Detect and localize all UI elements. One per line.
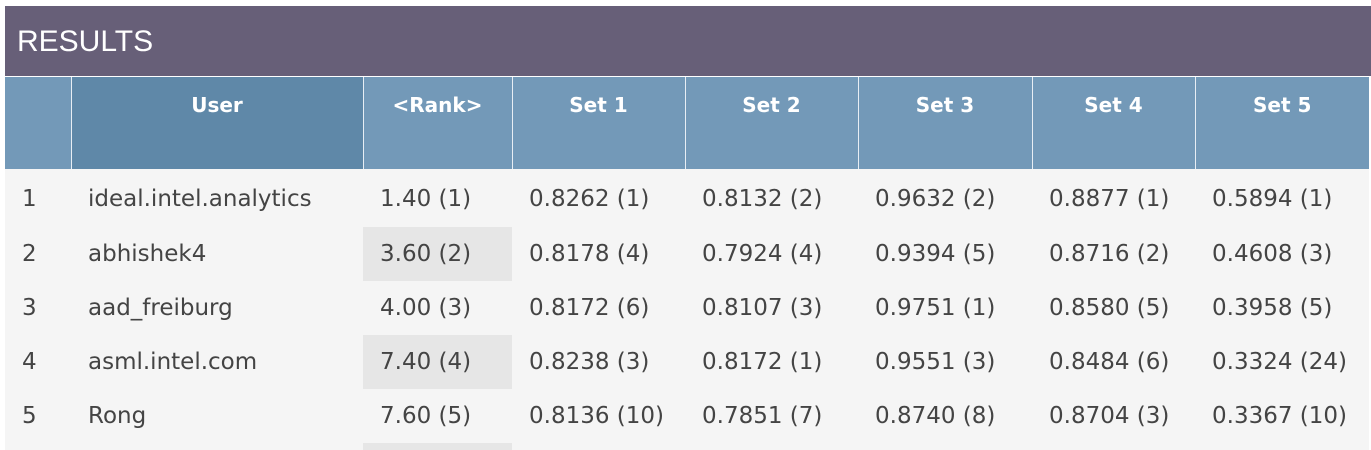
- table-cell: 0.3958 (5): [1212, 295, 1333, 321]
- column-header: Set 2: [684, 77, 858, 170]
- table-cell: 3: [22, 295, 37, 321]
- empty-cell: [685, 443, 858, 450]
- table-cell: 0.8238 (3): [529, 349, 650, 375]
- table-row: 5 Rong 7.60 (5) 0.8136 (10) 0.7851 (7) 0.8740…: [5, 389, 1369, 443]
- table-row: 3 aad_freiburg 4.00 (3) 0.8172 (6) 0.8107 (3…: [5, 281, 1369, 335]
- table-cell: 1: [5, 168, 71, 227]
- table-row: 4 asml.intel.com 7.40 (4) 0.8238 (3) 0.8172 …: [5, 335, 1369, 389]
- table-cell: 1.40 (1): [363, 168, 512, 227]
- table-row: 2 abhishek4 3.60 (2) 0.8178 (4) 0.7924 (4) 0.…: [5, 227, 1369, 281]
- empty-cell: [1195, 443, 1369, 450]
- table-cell: 0.8704 (3): [1049, 403, 1170, 429]
- table-cell: ideal.intel.analytics: [71, 168, 363, 227]
- table-cell: 0.8132 (2): [685, 168, 858, 227]
- table-cell: 7.40 (4): [363, 335, 512, 389]
- results-table: User <Rank> Set 1 Set 2 Set 3 Set 4 Set 5 1 ide…: [5, 77, 1369, 450]
- table-cell: aad_freiburg: [88, 295, 233, 321]
- table-cell: 0.9394 (5): [875, 241, 996, 267]
- table-row: 1 ideal.intel.analytics 1.40 (1) 0.8262 (1)…: [5, 168, 1369, 227]
- empty-cell: [363, 443, 512, 450]
- table-cell: 0.8107 (3): [702, 295, 823, 321]
- table-cell: 0.8740 (8): [875, 403, 996, 429]
- table-cell: 0.9551 (3): [875, 349, 996, 375]
- table-cell: 3.60 (2): [363, 227, 512, 281]
- table-row: [5, 443, 1369, 450]
- table-cell: 0.3324 (24): [1212, 349, 1348, 375]
- table-cell: 0.8136 (10): [529, 403, 665, 429]
- empty-cell: [5, 443, 71, 450]
- table-cell: 0.8262 (1): [512, 168, 685, 227]
- empty-cell: [1032, 443, 1195, 450]
- table-cell: Rong: [88, 403, 147, 429]
- empty-cell: [858, 443, 1032, 450]
- table-body: 1 ideal.intel.analytics 1.40 (1) 0.8262 (1)…: [5, 168, 1369, 450]
- column-header: Set 5: [1194, 77, 1369, 170]
- table-cell: 0.8716 (2): [1049, 241, 1170, 267]
- table-cell: 0.8877 (1): [1032, 168, 1195, 227]
- table-cell: 0.9632 (2): [858, 168, 1032, 227]
- header-cell: [5, 77, 71, 170]
- column-header: Set 1: [511, 77, 685, 170]
- table-cell: 0.8172 (1): [702, 349, 823, 375]
- table-cell: 4: [22, 349, 37, 375]
- table-cell: 0.3367 (10): [1212, 403, 1348, 429]
- column-header: User: [70, 77, 363, 170]
- table-cell: 2: [22, 241, 37, 267]
- table-cell: 0.7924 (4): [702, 241, 823, 267]
- column-header: Set 4: [1031, 77, 1195, 170]
- table-cell: 0.5894 (1): [1195, 168, 1369, 227]
- table-cell: 0.4608 (3): [1212, 241, 1333, 267]
- table-cell: 0.8484 (6): [1049, 349, 1170, 375]
- empty-cell: [512, 443, 685, 450]
- column-header: <Rank>: [362, 77, 512, 170]
- table-cell: 0.7851 (7): [702, 403, 823, 429]
- column-header: Set 3: [857, 77, 1032, 170]
- table-cell: abhishek4: [88, 241, 207, 267]
- table-cell: asml.intel.com: [88, 349, 258, 375]
- header-row: User <Rank> Set 1 Set 2 Set 3 Set 4 Set 5: [5, 77, 1369, 170]
- table-cell: 5: [22, 403, 37, 429]
- table-cell: 0.9751 (1): [875, 295, 996, 321]
- table-cell: 4.00 (3): [380, 295, 472, 321]
- table-cell: 0.8580 (5): [1049, 295, 1170, 321]
- table-cell: 0.8178 (4): [529, 241, 650, 267]
- empty-cell: [71, 443, 363, 450]
- table-cell: 7.60 (5): [380, 403, 472, 429]
- table-cell: 0.8172 (6): [529, 295, 650, 321]
- results-title: RESULTS: [5, 6, 1371, 76]
